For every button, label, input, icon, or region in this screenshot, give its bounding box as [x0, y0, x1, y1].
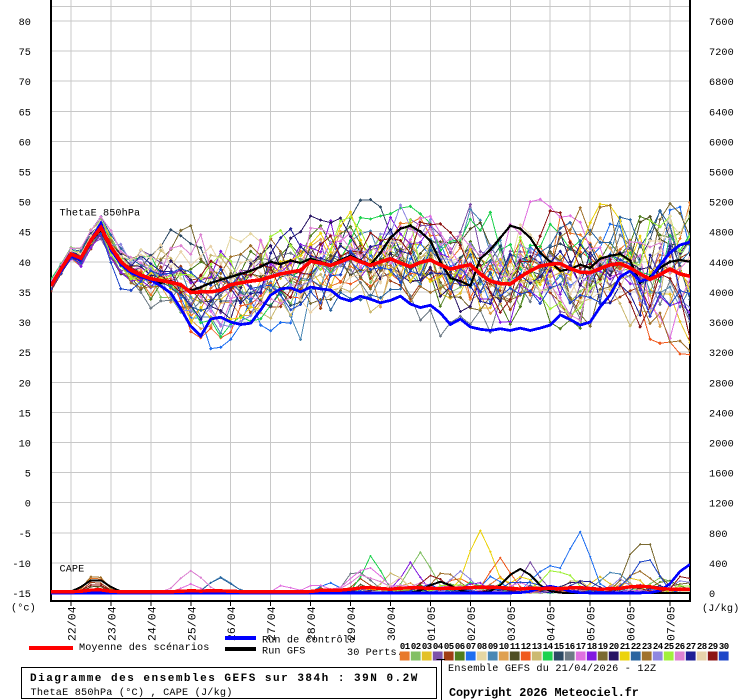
svg-text:CAPE: CAPE: [60, 565, 85, 576]
svg-text:27: 27: [686, 642, 696, 652]
svg-text:2000: 2000: [709, 440, 734, 451]
svg-text:29/04: 29/04: [347, 606, 359, 641]
svg-text:4000: 4000: [709, 289, 734, 300]
svg-text:Copyright 2026 Meteociel.fr: Copyright 2026 Meteociel.fr: [449, 686, 639, 700]
svg-text:75: 75: [19, 48, 31, 59]
svg-text:22/04: 22/04: [68, 606, 80, 641]
svg-text:07/05: 07/05: [667, 606, 679, 641]
svg-text:25/04: 25/04: [187, 606, 199, 641]
svg-text:3600: 3600: [709, 319, 734, 330]
svg-text:10: 10: [499, 642, 509, 652]
svg-text:09: 09: [488, 642, 498, 652]
svg-text:Run de contrôle: Run de contrôle: [262, 635, 355, 647]
svg-text:25: 25: [19, 349, 31, 360]
svg-text:22: 22: [631, 642, 641, 652]
svg-text:ThetaE 850hPa (°C) , CAPE (J/k: ThetaE 850hPa (°C) , CAPE (J/kg): [31, 687, 233, 699]
svg-text:30/04: 30/04: [387, 606, 399, 641]
svg-text:70: 70: [19, 78, 31, 89]
svg-text:10: 10: [19, 440, 31, 451]
svg-text:2400: 2400: [709, 409, 734, 420]
svg-text:17: 17: [576, 642, 586, 652]
svg-text:20: 20: [19, 379, 31, 390]
svg-text:(°c): (°c): [11, 603, 36, 615]
svg-text:06/05: 06/05: [627, 606, 639, 641]
svg-text:30 Perts.: 30 Perts.: [347, 648, 403, 659]
svg-text:24: 24: [653, 642, 664, 652]
svg-text:40: 40: [19, 259, 31, 270]
svg-text:Diagramme des ensembles GEFS s: Diagramme des ensembles GEFS sur 384h : …: [30, 673, 419, 685]
svg-text:23/04: 23/04: [107, 606, 119, 641]
svg-text:26: 26: [675, 642, 685, 652]
svg-text:13: 13: [532, 642, 542, 652]
svg-text:5200: 5200: [709, 199, 734, 210]
svg-text:07: 07: [466, 642, 476, 652]
svg-text:-5: -5: [19, 530, 31, 541]
svg-text:2800: 2800: [709, 379, 734, 390]
svg-text:12: 12: [521, 642, 531, 652]
svg-text:02/05: 02/05: [467, 606, 479, 641]
svg-text:1200: 1200: [709, 500, 734, 511]
svg-text:6000: 6000: [709, 138, 734, 149]
svg-text:0: 0: [709, 590, 715, 601]
svg-text:(J/kg): (J/kg): [702, 603, 739, 615]
svg-text:27/04: 27/04: [267, 606, 279, 641]
svg-text:55: 55: [19, 169, 31, 180]
svg-text:05/05: 05/05: [587, 606, 599, 641]
svg-text:50: 50: [19, 199, 31, 210]
svg-text:ThetaE 850hPa: ThetaE 850hPa: [60, 208, 141, 220]
svg-text:Moyenne des scénarios: Moyenne des scénarios: [79, 642, 209, 654]
svg-text:21: 21: [620, 642, 631, 652]
svg-text:5: 5: [25, 470, 31, 481]
svg-text:18: 18: [587, 642, 597, 652]
svg-text:14: 14: [543, 642, 554, 652]
svg-text:35: 35: [19, 289, 31, 300]
svg-text:3200: 3200: [709, 349, 734, 360]
svg-text:24/04: 24/04: [147, 606, 159, 641]
svg-text:800: 800: [709, 530, 728, 541]
svg-text:0: 0: [25, 500, 31, 511]
svg-text:15: 15: [19, 409, 31, 420]
svg-text:11: 11: [510, 642, 521, 652]
svg-text:25: 25: [664, 642, 674, 652]
svg-text:5600: 5600: [709, 169, 734, 180]
svg-text:23: 23: [642, 642, 652, 652]
svg-text:01/05: 01/05: [427, 606, 439, 641]
svg-text:-10: -10: [12, 560, 31, 571]
svg-text:19: 19: [598, 642, 608, 652]
svg-text:65: 65: [19, 108, 31, 119]
svg-text:6400: 6400: [709, 108, 734, 119]
svg-text:1600: 1600: [709, 470, 734, 481]
svg-text:08: 08: [477, 642, 487, 652]
svg-text:7200: 7200: [709, 48, 734, 59]
svg-text:04/05: 04/05: [547, 606, 559, 641]
svg-text:04: 04: [433, 642, 444, 652]
svg-text:-15: -15: [12, 590, 31, 601]
svg-text:400: 400: [709, 560, 728, 571]
svg-text:Run GFS: Run GFS: [262, 647, 306, 658]
svg-text:4800: 4800: [709, 229, 734, 240]
svg-text:29: 29: [708, 642, 718, 652]
svg-text:6800: 6800: [709, 78, 734, 89]
svg-text:01: 01: [400, 642, 411, 652]
svg-text:28/04: 28/04: [307, 606, 319, 641]
svg-text:7600: 7600: [709, 18, 734, 29]
svg-text:30: 30: [19, 319, 31, 330]
svg-text:03/05: 03/05: [507, 606, 519, 641]
svg-text:15: 15: [554, 642, 564, 652]
svg-text:60: 60: [19, 138, 31, 149]
svg-text:80: 80: [19, 18, 31, 29]
svg-text:4400: 4400: [709, 259, 734, 270]
svg-text:16: 16: [565, 642, 575, 652]
svg-text:06: 06: [455, 642, 465, 652]
svg-text:28: 28: [697, 642, 707, 652]
svg-text:Ensemble GEFS du 21/04/2026 -: Ensemble GEFS du 21/04/2026 - 12Z: [448, 663, 656, 675]
svg-text:30: 30: [719, 642, 729, 652]
svg-text:03: 03: [422, 642, 432, 652]
svg-text:45: 45: [19, 229, 31, 240]
svg-text:05: 05: [444, 642, 454, 652]
svg-text:02: 02: [411, 642, 421, 652]
svg-text:20: 20: [609, 642, 619, 652]
svg-text:26/04: 26/04: [227, 606, 239, 641]
